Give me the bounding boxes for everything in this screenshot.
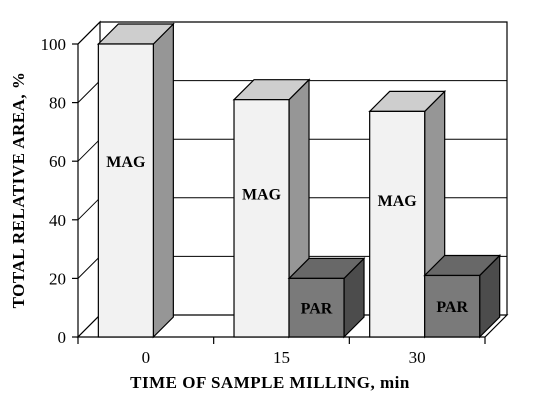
bar-par-30 xyxy=(423,254,502,339)
y-tick-label: 100 xyxy=(41,35,67,54)
x-tick-label: 15 xyxy=(273,348,290,367)
bar-par-15 xyxy=(287,256,366,339)
x-axis-title: TIME OF SAMPLE MILLING, min xyxy=(130,373,410,392)
x-tick-label: 0 xyxy=(142,348,151,367)
y-tick-label: 0 xyxy=(58,328,67,347)
y-tick-label: 80 xyxy=(49,94,66,113)
gridline-side xyxy=(77,256,101,279)
bar-front xyxy=(424,274,481,338)
gridline-side xyxy=(77,197,101,221)
bar-front xyxy=(233,99,290,338)
gridline-side xyxy=(77,138,101,162)
bar-label: MAG xyxy=(378,193,418,210)
y-axis-title: TOTAL RELATIVE AREA, % xyxy=(9,72,28,309)
bar-mag-0 xyxy=(96,22,175,339)
bar-label: MAG xyxy=(242,186,282,203)
gridline-side xyxy=(77,21,101,45)
bar-label: PAR xyxy=(436,299,468,316)
left-wall xyxy=(77,20,101,339)
bar-front xyxy=(288,277,345,338)
bar-label: PAR xyxy=(301,301,333,318)
bar-label: MAG xyxy=(106,154,146,171)
bar-side xyxy=(152,22,174,339)
bar-front xyxy=(369,110,426,338)
y-tick-label: 40 xyxy=(49,211,66,230)
y-tick-label: 20 xyxy=(49,269,66,288)
bar-front xyxy=(97,43,154,338)
gridline-side xyxy=(77,80,101,103)
x-tick-label: 30 xyxy=(409,348,426,367)
y-tick-label: 60 xyxy=(49,152,66,171)
